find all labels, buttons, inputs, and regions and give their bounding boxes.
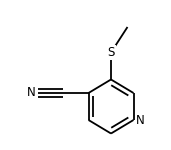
Text: S: S	[107, 46, 115, 59]
Text: N: N	[27, 87, 36, 99]
Text: N: N	[136, 114, 144, 126]
